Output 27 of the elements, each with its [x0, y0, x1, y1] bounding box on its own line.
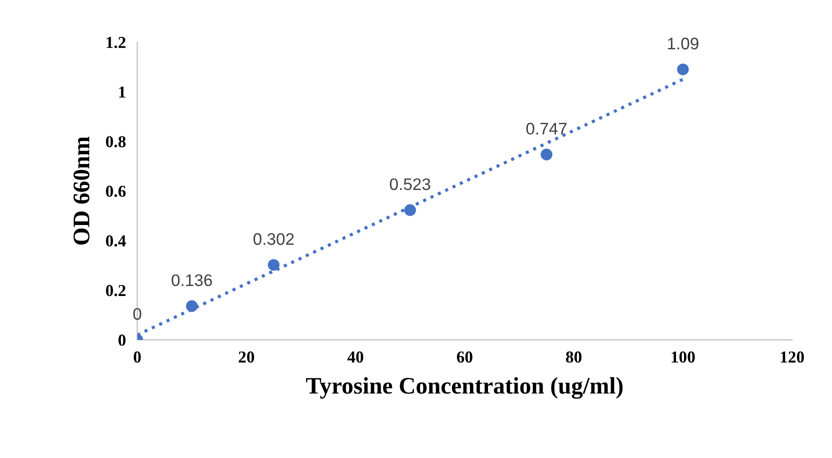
y-tick-label: 0: [118, 334, 126, 346]
data-label: 0.302: [253, 233, 294, 245]
y-tick-label: 0.8: [106, 136, 126, 148]
x-tick-label: 40: [347, 351, 364, 363]
y-tick-label: 0.4: [106, 235, 126, 247]
y-tick-label: 1: [119, 86, 126, 98]
point: [186, 300, 198, 312]
data-label: 0.747: [526, 122, 567, 135]
data-label: 0.136: [172, 274, 212, 286]
x-tick-label: 0: [134, 351, 141, 363]
y-tick-label: 1.2: [106, 36, 126, 48]
y-tick-label: 0.6: [106, 186, 126, 198]
x-tick-label: 60: [456, 351, 472, 363]
x-tick-label: 80: [566, 351, 582, 363]
y-axis-title: OD 660nm: [73, 136, 90, 245]
x-axis-title: Tyrosine Concentration (ug/ml): [306, 377, 623, 399]
point: [540, 148, 552, 160]
data-label: 1.09: [668, 38, 698, 50]
point: [677, 64, 689, 76]
y-tick-label: 0.2: [106, 284, 126, 296]
x-tick-label: 100: [672, 351, 695, 363]
x-tick-label: 20: [238, 351, 254, 363]
data-label: 0: [133, 308, 142, 320]
data-label: 0.523: [390, 178, 430, 190]
x-tick-label: 120: [780, 351, 804, 363]
point: [404, 204, 416, 216]
point: [268, 259, 280, 271]
